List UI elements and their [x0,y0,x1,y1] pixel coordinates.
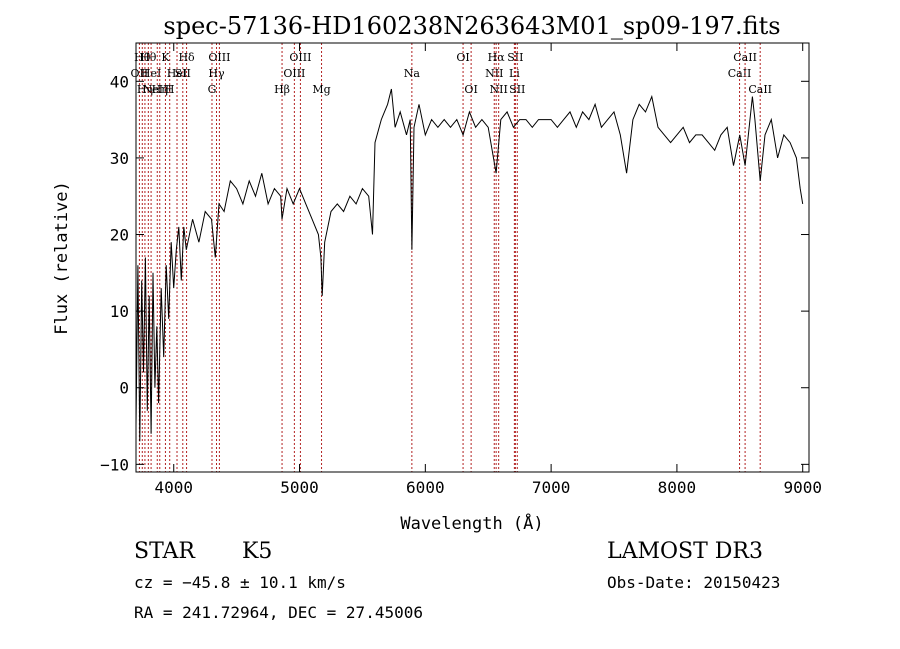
spectral-line-label-19: Na [404,67,421,80]
spectral-line-label-10: SII [175,67,191,80]
spectral-line-label-20: OI [456,51,469,64]
spectral-line-label-5: NeIII [143,83,172,96]
flux-series [135,88,804,442]
y-tick-label-1: 0 [119,379,129,398]
y-tick-label-5: 40 [110,72,129,91]
y-tick-label-2: 10 [110,302,129,321]
object-class: STAR [134,539,195,564]
spectral-line-label-8: H [165,83,175,96]
spectral-line-label-24: NII [490,83,508,96]
x-tick-label-0: 4000 [154,478,193,497]
spectral-line-label-16: OIII [283,67,305,80]
y-axis-label: Flux (relative) [52,181,72,335]
spectral-line-label-2: Hη [137,83,153,96]
spectral-line-label-15: Hβ [274,83,290,96]
flux-series-line-0 [135,88,804,442]
spectral-line-label-25: Li [509,67,520,80]
axis-ticks: 4000 5000 6000 7000 8000 9000 −10 0 10 20 30 40 [100,43,822,497]
spectral-line-label-11: Hδ [178,51,195,64]
x-tick-label-4: 8000 [658,478,697,497]
spectral-line-label-12: G [208,83,217,96]
redshift-cz: cz = −45.8 ± 10.1 km/s [134,573,346,592]
coordinates: RA = 241.72964, DEC = 27.45006 [134,603,423,622]
spectral-line-label-7: K [161,51,170,64]
x-axis-label: Wavelength (Å) [400,512,543,534]
spectral-line-label-30: CaII [748,83,772,96]
plot-frame [135,42,810,473]
spectral-line-label-4: HeI [141,67,161,80]
spectral-line-label-6: Hη [152,83,168,96]
spectral-line-label-27: SII [509,83,525,96]
x-tick-label-5: 9000 [783,478,822,497]
spectral-line-label-28: CaII [728,67,752,80]
spectral-line-label-1: Hθ [134,51,151,64]
spectral-line-markers: OIIHθHηHθHeINeIIIHηKHHeISIIHδGHγOIIIHβOI… [131,43,772,472]
spectral-line-label-3: Hθ [140,51,157,64]
spectral-line-label-29: CaII [733,51,757,64]
spectral-line-label-23: Hα [488,51,506,64]
spectral-line-label-13: Hγ [208,67,225,80]
spectral-line-label-22: NII [485,67,503,80]
chart-title: spec-57136-HD160238N263643M01_sp09-197.f… [163,12,780,40]
spectral-line-label-0: OII [131,67,149,80]
spectral-line-label-26: SII [507,51,523,64]
x-tick-label-1: 5000 [280,478,319,497]
survey-name: LAMOST DR3 [607,539,763,564]
spectral-line-label-17: OIII [289,51,311,64]
spectral-line-label-9: HeI [167,67,187,80]
spectral-line-label-14: OIII [208,51,230,64]
x-tick-label-2: 6000 [406,478,445,497]
y-tick-label-3: 20 [110,226,129,245]
object-subclass: K5 [242,539,273,564]
spectral-line-label-18: Mg [312,83,330,96]
y-tick-label-4: 30 [110,149,129,168]
observation-date: Obs-Date: 20150423 [607,573,781,592]
y-tick-label-0: −10 [100,455,129,474]
spectral-line-label-21: OI [464,83,477,96]
x-tick-label-3: 7000 [532,478,571,497]
